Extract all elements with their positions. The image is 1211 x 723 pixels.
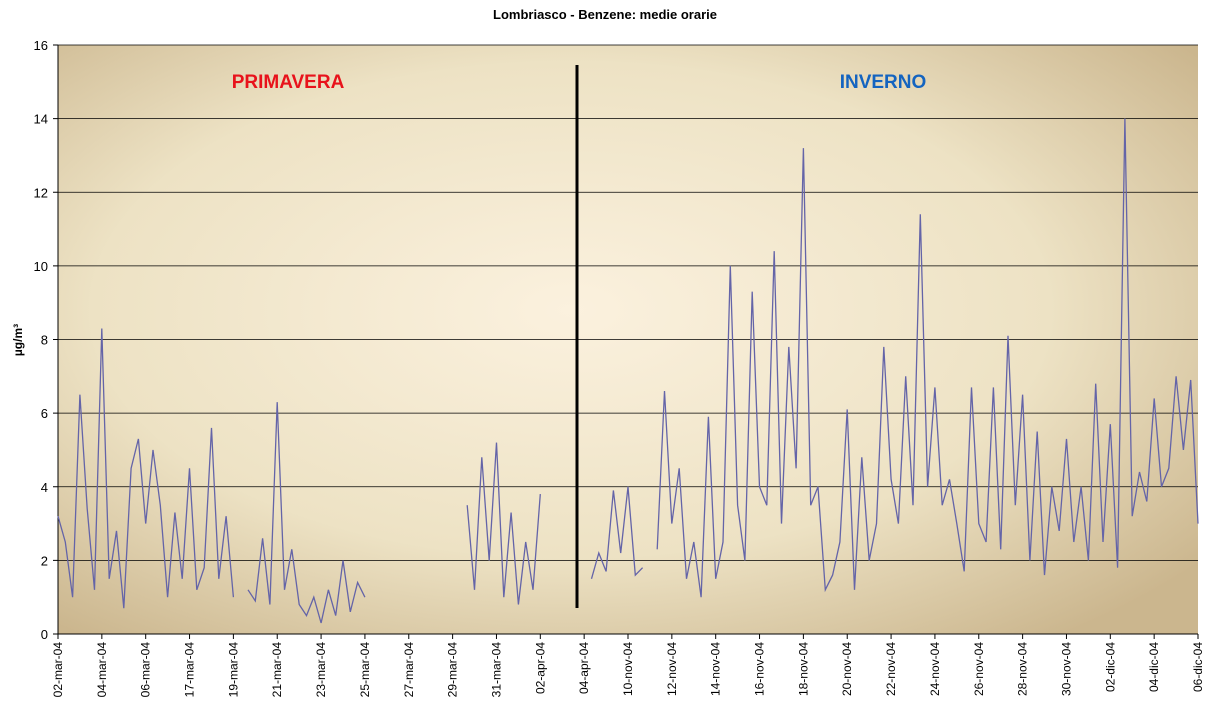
chart-title: Lombriasco - Benzene: medie orarie bbox=[493, 7, 717, 22]
y-tick-label: 12 bbox=[34, 185, 48, 200]
annotation: PRIMAVERA bbox=[232, 72, 345, 93]
x-tick-label: 25-mar-04 bbox=[358, 642, 372, 698]
y-tick-label: 0 bbox=[41, 627, 48, 642]
x-tick-label: 14-nov-04 bbox=[709, 642, 723, 696]
y-tick-label: 2 bbox=[41, 553, 48, 568]
y-tick-label: 8 bbox=[41, 333, 48, 348]
y-tick-label: 10 bbox=[34, 259, 48, 274]
y-tick-label: 14 bbox=[34, 112, 48, 127]
y-axis-label: µg/m³ bbox=[11, 324, 25, 356]
x-tick-label: 12-nov-04 bbox=[665, 642, 679, 696]
x-tick-label: 04-apr-04 bbox=[577, 642, 591, 694]
x-tick-label: 22-nov-04 bbox=[884, 642, 898, 696]
x-tick-label: 20-nov-04 bbox=[840, 642, 854, 696]
x-tick-label: 02-mar-04 bbox=[51, 642, 65, 698]
x-tick-label: 02-apr-04 bbox=[533, 642, 547, 694]
x-tick-label: 21-mar-04 bbox=[270, 642, 284, 698]
x-tick-label: 06-mar-04 bbox=[139, 642, 153, 698]
y-tick-label: 4 bbox=[41, 480, 48, 495]
data-line bbox=[57, 118, 1199, 624]
x-tick-label: 31-mar-04 bbox=[489, 642, 503, 698]
x-tick-label: 24-nov-04 bbox=[928, 642, 942, 696]
x-tick-label: 04-mar-04 bbox=[95, 642, 109, 698]
x-tick-label: 30-nov-04 bbox=[1059, 642, 1073, 696]
x-tick-label: 06-dic-04 bbox=[1191, 642, 1205, 692]
y-tick-label: 16 bbox=[34, 38, 48, 53]
x-tick-label: 19-mar-04 bbox=[226, 642, 240, 698]
x-tick-label: 10-nov-04 bbox=[621, 642, 635, 696]
annotation: INVERNO bbox=[840, 72, 927, 93]
x-tick-label: 26-nov-04 bbox=[972, 642, 986, 696]
x-tick-label: 16-nov-04 bbox=[753, 642, 767, 696]
x-tick-label: 28-nov-04 bbox=[1016, 642, 1030, 696]
x-tick-label: 29-mar-04 bbox=[446, 642, 460, 698]
y-tick-label: 6 bbox=[41, 406, 48, 421]
x-tick-label: 02-dic-04 bbox=[1103, 642, 1117, 692]
x-tick-label: 17-mar-04 bbox=[183, 642, 197, 698]
x-tick-label: 04-dic-04 bbox=[1147, 642, 1161, 692]
x-tick-label: 23-mar-04 bbox=[314, 642, 328, 698]
x-tick-label: 27-mar-04 bbox=[402, 642, 416, 698]
x-tick-label: 18-nov-04 bbox=[796, 642, 810, 696]
